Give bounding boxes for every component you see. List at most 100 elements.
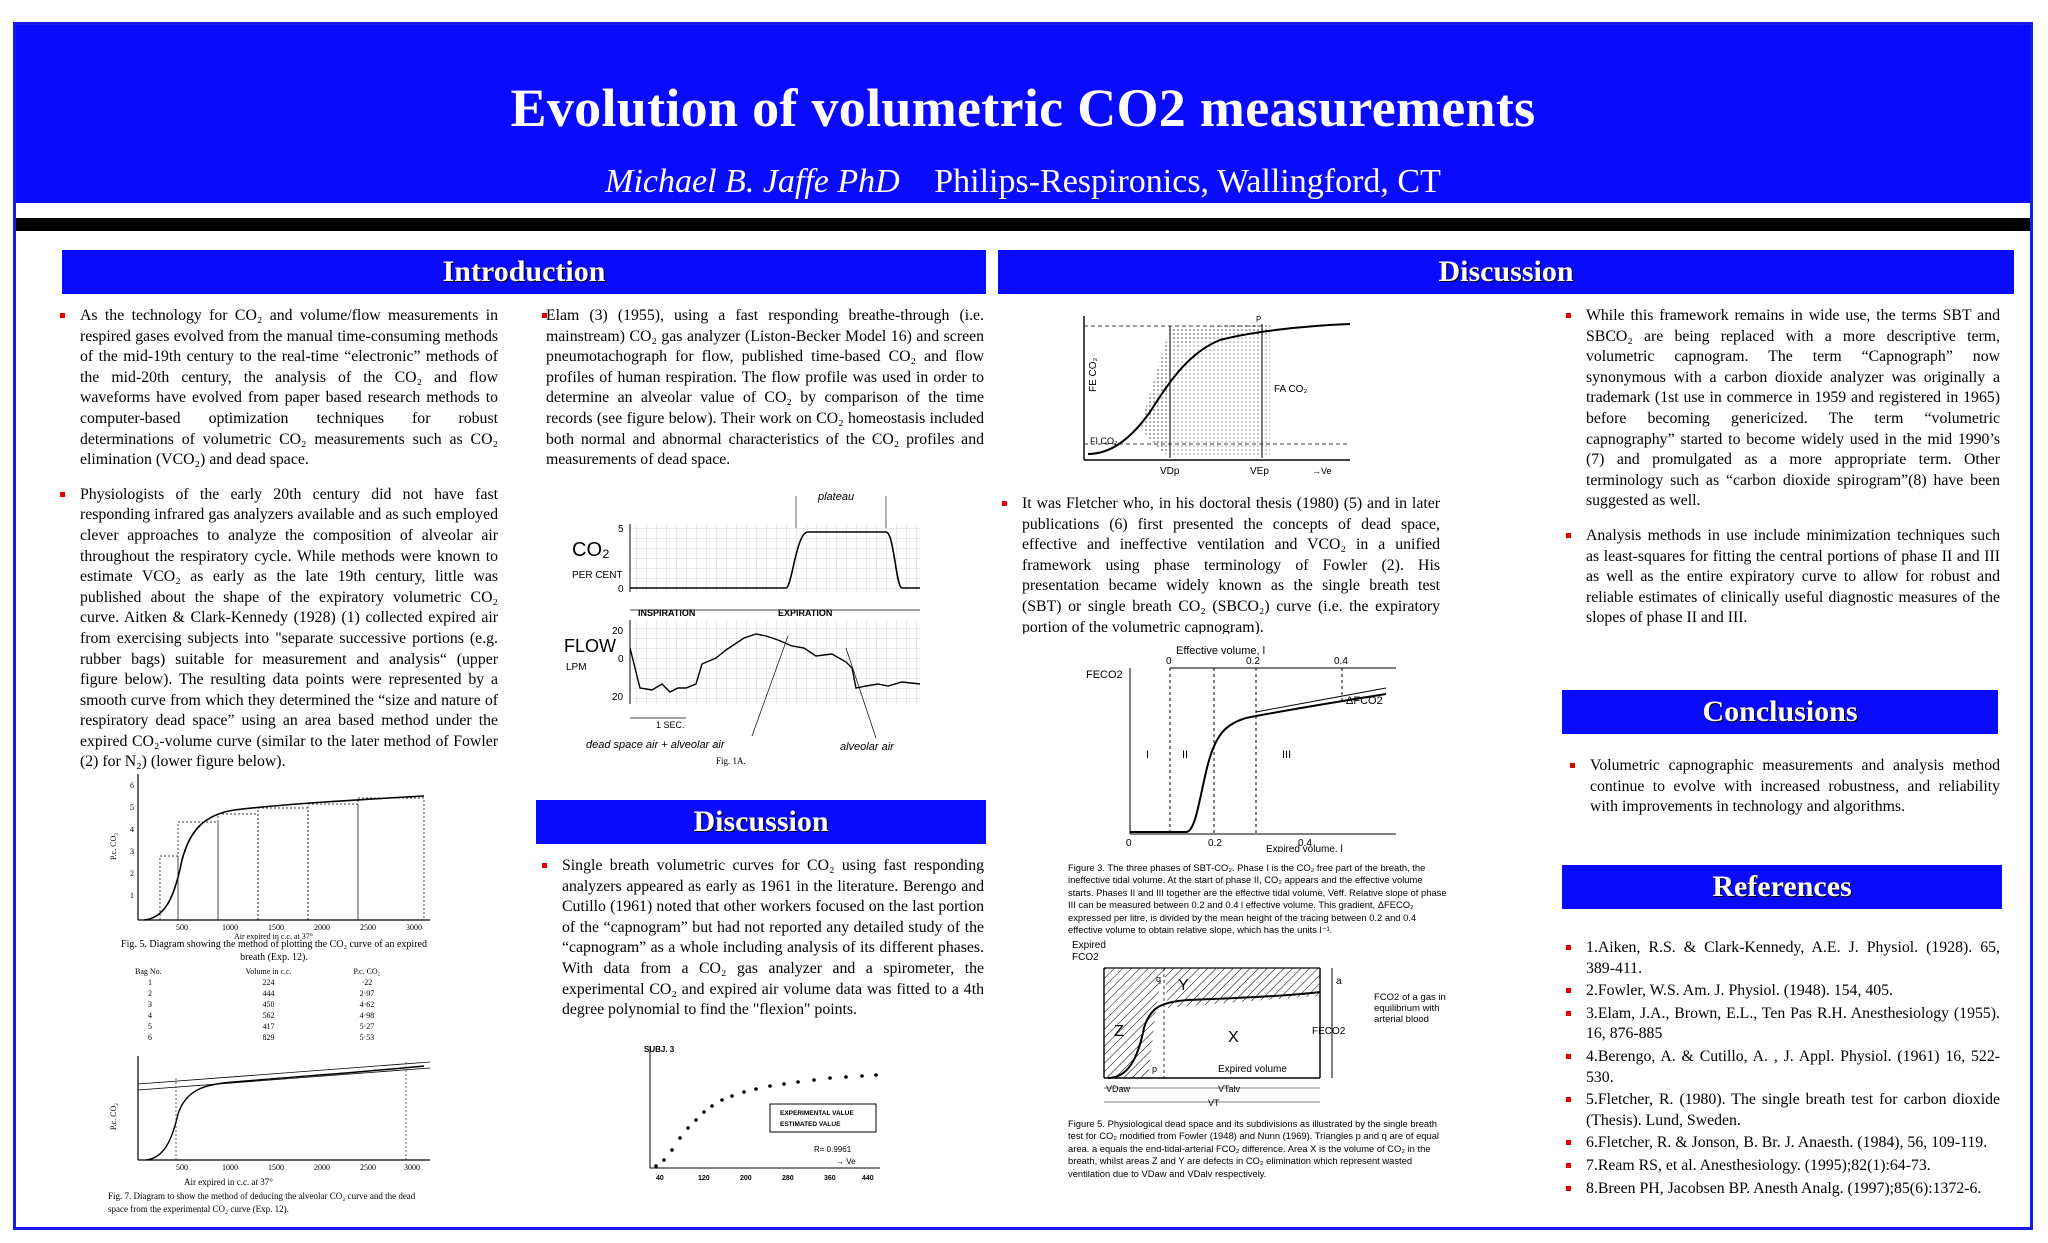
- aitken-table-row: 6 829 5·53: [134, 1032, 404, 1043]
- poster-affiliation: Philips-Respironics, Wallingford, CT: [934, 163, 1441, 200]
- sbt-top-tick: 0: [1166, 656, 1172, 667]
- deadspace-y: Y: [1178, 977, 1189, 994]
- section-references: References: [1562, 865, 2002, 909]
- discussion-right-column-1: It was Fletcher who, in his doctoral the…: [1000, 494, 1440, 634]
- fowler-fi: FI CO₂: [1090, 436, 1118, 446]
- elam-flow-tick: 20: [612, 692, 624, 703]
- table-cell: 1: [148, 978, 152, 987]
- berengo-plot: SUBJ. 3 EXPERIMENTAL VALUE ESTIMATED VAL…: [644, 1045, 880, 1182]
- sbt-phase: I: [1146, 749, 1149, 761]
- sbt-bottom-label: Expired volume, l: [1266, 844, 1343, 852]
- aitken-table: Bag No. Volume in c.c. P.c. CO₂ 1 224·22 …: [134, 966, 404, 1043]
- reference-item: 2.Fowler, W.S. Am. J. Physiol. (1948). 1…: [1564, 981, 2000, 1002]
- aitken-caption: Fig. 5. Diagram showing the method of pl…: [121, 939, 427, 963]
- deadspace-subdivisions-plot: Expired FCO2 Z Y X a q p FECO2 Expired v…: [1072, 940, 1346, 1108]
- reference-item: 1.Aiken, R.S. & Clark-Kennedy, A.E. J. P…: [1564, 938, 2000, 979]
- table-cell: 562: [262, 1011, 275, 1020]
- aitken-plot: 1 2 3 4 5 6 500 1000 1500 2000 2500 3000…: [109, 774, 430, 940]
- deadspace-fco2: FCO2: [1072, 952, 1099, 963]
- aitken-ylabel: P.c. CO₂: [109, 833, 118, 860]
- deadspace-caption: Fig. 7. Diagram to show the method of de…: [108, 1191, 416, 1214]
- deadspace-xtick: 1000: [222, 1163, 238, 1172]
- aitken-ytick: 4: [130, 825, 134, 834]
- table-cell: 6: [148, 1033, 152, 1042]
- sbt-phases-plot: Effective volume, l 0 0.2 0.4 FECO2 ΔFCO…: [1086, 645, 1396, 852]
- section-conclusions: Conclusions: [1562, 690, 1998, 734]
- deadspace-right-label: FCO2 of a gas in equilibrium with arteri…: [1374, 992, 1446, 1025]
- discussion-right-paragraph-2: While this framework remains in wide use…: [1564, 306, 2000, 512]
- deadspace-xtick: 2000: [314, 1163, 330, 1172]
- table-cell: 450: [262, 1000, 275, 1009]
- berengo-xtick: 120: [698, 1175, 710, 1182]
- deadspace-a: a: [1336, 976, 1342, 987]
- berengo-xtick: 40: [656, 1175, 664, 1182]
- elam-flow: FLOW: [564, 636, 616, 656]
- deadspace-ylabel: P.c. CO₂: [109, 1103, 118, 1130]
- reference-item: 7.Ream RS, et al. Anesthesiology. (1995)…: [1564, 1156, 2000, 1177]
- reference-item: 8.Breen PH, Jacobsen BP. Anesth Analg. (…: [1564, 1179, 2000, 1200]
- deadspace-x: X: [1228, 1029, 1239, 1046]
- deadspace-xtick: 2500: [360, 1163, 376, 1172]
- aitken-table-header: Bag No.: [135, 967, 162, 976]
- aitken-ytick: 3: [130, 847, 134, 856]
- conclusions-paragraph: Volumetric capnographic measurements and…: [1568, 756, 2000, 818]
- table-cell: 224: [262, 978, 275, 987]
- aitken-ytick: 6: [130, 781, 134, 790]
- elam-plateau: plateau: [817, 491, 854, 503]
- aitken-table-row: 3 450 4·62: [134, 999, 404, 1010]
- header-rule: [16, 218, 2030, 231]
- elam-flow-tick: 20: [612, 626, 624, 637]
- discussion-right-paragraph-3: Analysis methods in use include minimiza…: [1564, 526, 2000, 629]
- conclusions-body: Volumetric capnographic measurements and…: [1568, 756, 2000, 832]
- sbt-bottom-tick: 0.2: [1208, 838, 1222, 849]
- table-cell: ·22: [361, 978, 373, 987]
- elam-percent: PER CENT: [572, 570, 623, 581]
- deadspace-xtick: 3000: [404, 1163, 420, 1172]
- reference-item: 6.Fletcher, R. & Jonson, B. Br. J. Anaes…: [1564, 1133, 2000, 1154]
- deadspace-vt: VT: [1208, 1098, 1220, 1108]
- fowler-p: P: [1256, 315, 1261, 324]
- elam-expiration: EXPIRATION: [778, 608, 832, 618]
- sbt-bottom-tick: 0.4: [1298, 838, 1312, 849]
- aitken-table-row: 5 417 5·27: [134, 1021, 404, 1032]
- berengo-xtick: 200: [740, 1175, 752, 1182]
- table-cell: 3: [148, 1000, 152, 1009]
- aitken-xlabel: Air expired in c.c. at 37°: [234, 932, 313, 940]
- table-cell: 2·97: [359, 989, 375, 998]
- poster-header: Evolution of volumetric CO2 measurements…: [16, 25, 2030, 203]
- fowler-vep: VEp: [1250, 466, 1269, 477]
- figure-aitken-curve: 1 2 3 4 5 6 500 1000 1500 2000 2500 3000…: [104, 770, 438, 1060]
- figure-fowler: P FE CO₂ FI CO₂ FA CO₂ VDp VEp →Ve: [1080, 308, 1360, 484]
- deadspace-expired-volume: Expired volume: [1218, 1064, 1287, 1075]
- deadspace-vdaw: VDaw: [1106, 1084, 1131, 1094]
- elam-flow-tick: 0: [618, 654, 624, 665]
- deadspace-xtick: 1500: [268, 1163, 284, 1172]
- elam-co2-tick: 0: [618, 584, 624, 595]
- aitken-table-header: P.c. CO₂: [353, 967, 381, 976]
- intro-paragraph-3: Elam (3) (1955), using a fast responding…: [540, 306, 984, 471]
- poster-author: Michael B. Jaffe PhD: [605, 163, 900, 200]
- aitken-ytick: 5: [130, 803, 134, 812]
- aitken-table-header: Volume in c.c.: [245, 967, 292, 976]
- deadspace-q: q: [1156, 974, 1161, 984]
- intro-paragraph-2: Physiologists of the early 20th century …: [58, 485, 498, 773]
- table-cell: 444: [262, 989, 275, 998]
- intro-column-2: Elam (3) (1955), using a fast responding…: [540, 306, 984, 494]
- elam-inspiration: INSPIRATION: [638, 608, 695, 618]
- table-cell: 4: [148, 1011, 152, 1020]
- sbt-fe: FECO2: [1086, 669, 1123, 681]
- sbt-top-label: Effective volume, l: [1176, 645, 1265, 657]
- figure-deadspace-subdivisions: Expired FCO2 Z Y X a q p FECO2 Expired v…: [1068, 938, 1448, 1114]
- sbt-top-tick: 0.4: [1334, 656, 1348, 667]
- deadspace-expired: Expired: [1072, 940, 1106, 951]
- deadspace-fe: FECO2: [1312, 1026, 1346, 1037]
- table-cell: 4·62: [359, 1000, 375, 1009]
- sbt-delta: ΔFCO2: [1346, 695, 1383, 707]
- elam-plot: plateau CO₂ PER CENT 5 0 INSPIRATION EXP…: [564, 491, 921, 766]
- table-cell: 4·98: [359, 1011, 375, 1020]
- sbt-phase: II: [1182, 749, 1188, 761]
- aitken-xtick: 1500: [268, 923, 284, 932]
- discussion-left-column: Single breath volumetric curves for CO₂ …: [540, 856, 984, 1035]
- fowler-ve: →Ve: [1312, 466, 1332, 476]
- poster-title: Evolution of volumetric CO2 measurements: [510, 78, 1536, 138]
